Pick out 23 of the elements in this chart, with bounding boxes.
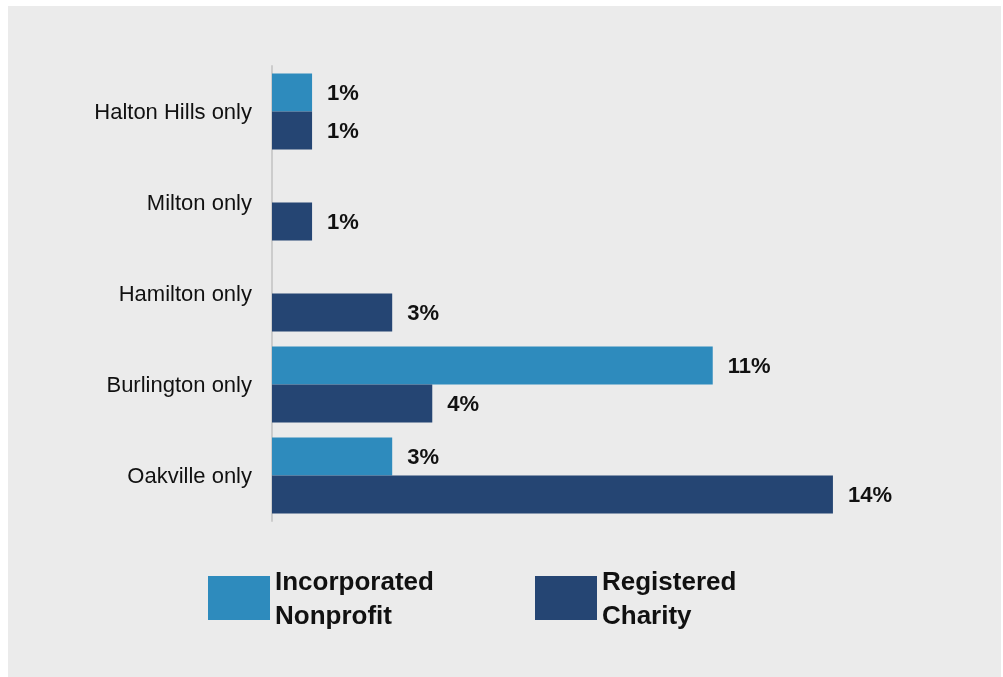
y-tick-label: Oakville only	[127, 463, 252, 488]
data-label: 4%	[447, 391, 480, 416]
bar	[272, 73, 313, 112]
bar	[272, 437, 393, 476]
y-tick-label: Burlington only	[106, 372, 252, 397]
legend-label: Incorporated Nonprofit	[275, 566, 442, 630]
bar	[272, 111, 313, 150]
bar	[272, 293, 393, 332]
data-label: 3%	[407, 300, 439, 325]
data-label: 1%	[327, 209, 359, 234]
bar	[272, 384, 433, 423]
bar	[272, 475, 833, 514]
data-label: 1%	[327, 118, 359, 143]
bar	[272, 346, 713, 385]
data-label: 3%	[407, 444, 439, 469]
legend-label: Registered Charity	[602, 566, 744, 630]
y-tick-label: Hamilton only	[118, 281, 252, 306]
y-tick-label: Milton only	[146, 190, 252, 215]
data-label: 14%	[847, 482, 892, 507]
y-tick-label: Halton Hills only	[94, 99, 252, 124]
data-label: 11%	[727, 353, 771, 378]
bar	[272, 202, 313, 241]
data-label: 1%	[327, 80, 359, 105]
